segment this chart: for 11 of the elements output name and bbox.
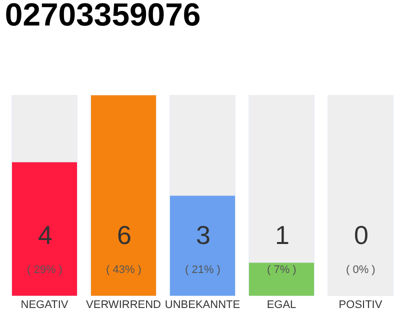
data-label: 0 ( 0% )	[346, 220, 376, 276]
data-label: 4 ( 29% )	[27, 220, 62, 276]
x-tick-label: NEGATIV	[20, 299, 69, 311]
data-label: 6 ( 43% )	[106, 220, 142, 276]
x-tick-label: POSITIV	[338, 299, 383, 311]
data-label: 3 ( 21% )	[185, 220, 220, 276]
data-label: 1 ( 7% )	[267, 220, 296, 276]
x-tick-label: VERWIRREND	[86, 299, 162, 311]
chart-title: 02703359076	[4, 0, 201, 33]
x-tick-label: UNBEKANNTE	[164, 299, 240, 311]
x-tick-label: EGAL	[266, 299, 296, 311]
